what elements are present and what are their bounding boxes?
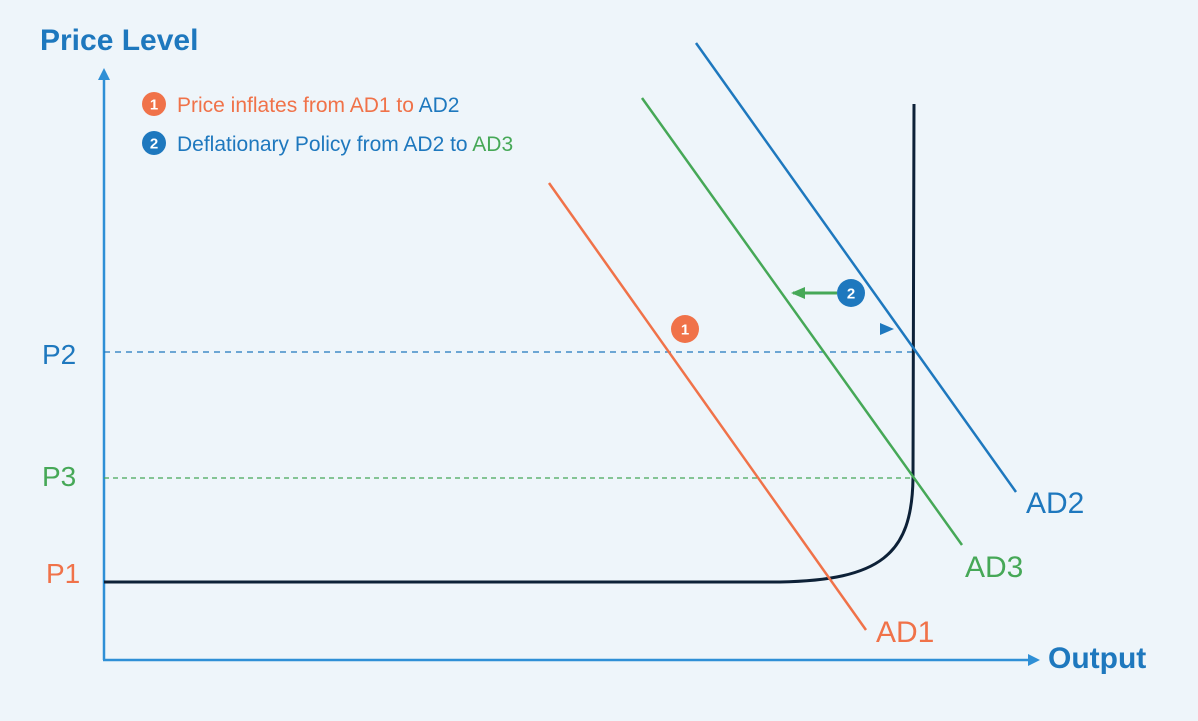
shift-marker-1 [671,315,699,343]
legend-badge-2 [142,131,166,155]
legend: 1 Price inflates from AD1 to AD2 2 Defla… [142,92,513,156]
aggregate-supply-curve [104,103,916,584]
legend-item-2: 2 Deflationary Policy from AD2 to AD3 [142,131,513,156]
p2-label: P2 [42,339,76,370]
legend-text-2-target: AD3 [472,133,513,156]
legend-text-2: Deflationary Policy from AD2 to AD3 [177,133,513,156]
ad3-curve [640,97,964,546]
y-axis-title: Price Level [40,24,198,57]
legend-text-1-main: Price inflates from AD1 to [177,94,419,117]
p1-label: P1 [46,558,80,589]
ad2-label: AD2 [1026,487,1084,520]
legend-text-2-main: Deflationary Policy from AD2 to [177,133,472,156]
legend-badge-1-number: 1 [150,97,158,114]
legend-badge-2-number: 2 [150,136,158,153]
p3-label: P3 [42,461,76,492]
ad1-curve [547,182,868,631]
ad1-label: AD1 [876,616,934,649]
shift-marker-1-number: 1 [681,322,689,339]
ad2-curve [694,42,1018,493]
legend-badge-1 [142,92,166,116]
legend-item-1: 1 Price inflates from AD1 to AD2 [142,92,459,117]
legend-text-1: Price inflates from AD1 to AD2 [177,94,459,117]
legend-text-1-target: AD2 [419,94,460,117]
shift-marker-2-number: 2 [847,286,855,303]
x-axis-title: Output [1048,642,1146,675]
shift-marker-2 [837,279,865,307]
ad3-label: AD3 [965,551,1023,584]
